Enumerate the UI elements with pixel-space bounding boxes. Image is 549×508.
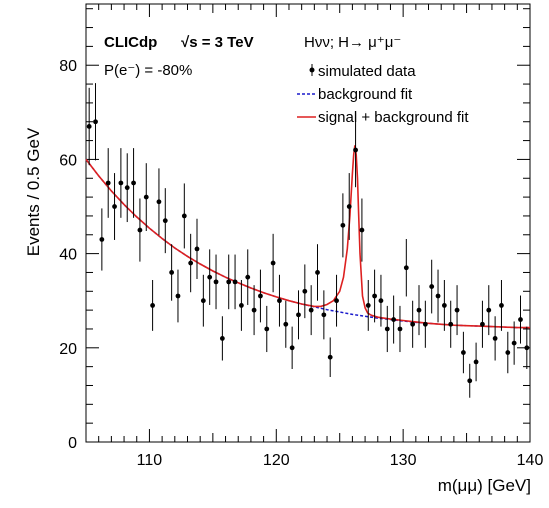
data-point: [429, 284, 435, 289]
legend-label-simulated-data: simulated data: [318, 63, 416, 80]
data-point: [454, 307, 460, 313]
data-point: [200, 298, 206, 304]
y-tick-label: 20: [59, 341, 77, 358]
x-tick-label: 130: [390, 452, 417, 469]
x-tick-label: 140: [517, 452, 544, 469]
data-point: [524, 345, 530, 351]
data-point: [321, 312, 327, 318]
data-point: [397, 326, 403, 332]
plot-frame: [85, 3, 531, 443]
polarization-label: P(e⁻) = -80%: [104, 62, 192, 79]
y-axis: 0 20 40 60 80: [59, 8, 530, 452]
data-point: [327, 354, 333, 360]
data-points-layer: [86, 83, 530, 398]
data-point: [340, 222, 346, 228]
data-point: [194, 246, 200, 252]
data-point: [226, 279, 232, 285]
data-point: [391, 317, 397, 322]
data-point: [372, 293, 377, 299]
data-point: [258, 293, 263, 299]
process-label: Hνν; H→ μ⁺μ⁻: [304, 34, 401, 51]
data-point: [232, 279, 238, 285]
data-point: [473, 359, 479, 365]
x-axis: 110 120 130 140: [85, 4, 544, 469]
data-point: [410, 321, 416, 327]
data-point: [461, 350, 466, 355]
data-point: [499, 303, 504, 308]
data-point: [118, 180, 124, 186]
data-point: [441, 303, 447, 308]
data-point: [219, 335, 225, 341]
legend-label-background-fit: background fit: [318, 86, 413, 103]
x-tick-label: 110: [137, 452, 163, 469]
data-point: [384, 326, 390, 332]
y-tick-label: 80: [59, 58, 77, 75]
data-point: [511, 340, 517, 346]
data-point: [169, 270, 175, 275]
data-point: [492, 335, 498, 341]
data-point: [99, 237, 105, 242]
y-axis-title: Events / 0.5 GeV: [24, 127, 43, 256]
data-point: [283, 321, 289, 327]
experiment-label: CLICdp: [104, 34, 157, 51]
data-point: [416, 307, 422, 313]
data-point: [239, 303, 244, 308]
data-point: [467, 378, 473, 384]
data-point: [251, 307, 257, 313]
data-point: [378, 298, 384, 304]
data-point: [105, 180, 111, 186]
data-point: [359, 227, 365, 233]
legend-label-signal-background-fit: signal + background fit: [318, 109, 469, 126]
data-point: [156, 199, 162, 205]
data-point: [505, 350, 511, 355]
data-point: [207, 274, 213, 280]
y-tick-label: 0: [68, 435, 77, 452]
data-point: [334, 298, 339, 304]
data-point: [486, 307, 492, 313]
data-point: [93, 119, 98, 125]
data-point: [264, 326, 270, 332]
data-point: [435, 293, 441, 299]
y-tick-label: 60: [59, 152, 77, 169]
data-point: [480, 321, 485, 327]
data-point: [346, 204, 352, 209]
data-point: [403, 265, 409, 271]
data-point: [277, 298, 282, 304]
data-point: [302, 288, 308, 294]
data-point: [213, 279, 219, 285]
data-point: [289, 345, 295, 351]
y-tick-label: 40: [59, 247, 77, 264]
data-point: [353, 147, 358, 153]
data-point: [162, 218, 168, 224]
data-point: [175, 293, 181, 299]
data-point: [315, 270, 320, 275]
data-point: [86, 124, 92, 129]
data-point: [365, 303, 371, 308]
data-point: [245, 274, 251, 280]
data-point: [296, 312, 301, 318]
x-tick-label: 120: [263, 452, 290, 469]
data-point: [112, 204, 117, 209]
data-point: [137, 227, 143, 233]
data-point: [181, 213, 187, 219]
data-point: [131, 180, 136, 186]
data-point: [150, 303, 156, 308]
data-point: [308, 307, 314, 313]
energy-label: √s = 3 TeV: [181, 34, 254, 51]
legend: simulated data background fit signal + b…: [297, 63, 469, 126]
data-point: [143, 194, 149, 200]
data-point: [422, 321, 428, 327]
data-point: [270, 260, 276, 266]
data-point: [188, 260, 194, 266]
data-point: [124, 185, 130, 191]
data-point: [448, 321, 454, 327]
data-point: [518, 317, 523, 322]
x-axis-title: m(μμ) [GeV]: [438, 476, 531, 495]
